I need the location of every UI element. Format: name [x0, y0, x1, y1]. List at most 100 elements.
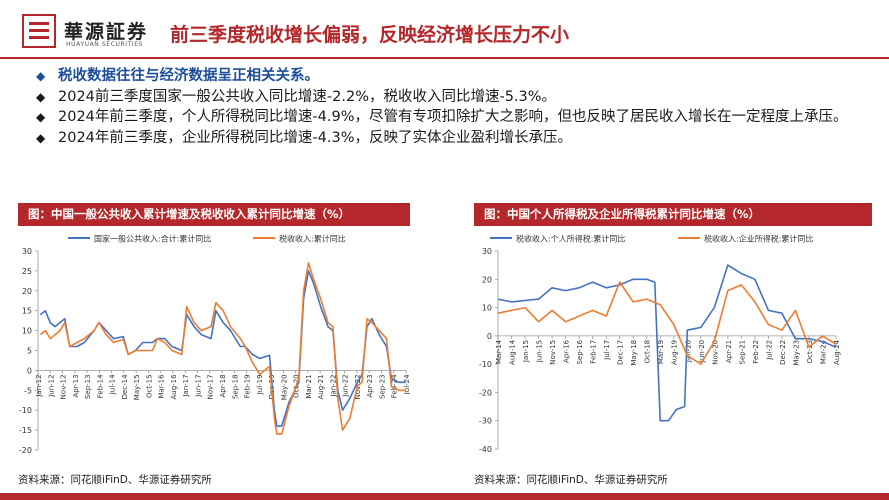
diamond-bullet-icon: ◆	[36, 130, 46, 145]
x-tick-label: Aug-16	[170, 374, 178, 400]
brand-name: 華源証券	[64, 21, 149, 43]
x-tick-label: Jul-24	[403, 374, 410, 395]
x-tick-label: Apr-21	[725, 340, 733, 363]
x-tick-label: Sep-18	[231, 374, 239, 399]
y-tick-label: 10	[482, 304, 492, 313]
x-tick-label: Jul-22	[765, 340, 773, 361]
x-tick-label: Oct-23	[806, 340, 814, 364]
y-tick-label: -10	[479, 360, 492, 369]
x-tick-label: Jan-20	[684, 340, 692, 363]
x-tick-label: Aug-19	[671, 340, 679, 365]
x-tick-label: Oct-15	[145, 374, 153, 398]
chart-title: 图：中国个人所得税及企业所得税累计同比增速（%）	[474, 203, 872, 226]
x-tick-label: Jan-22	[329, 374, 337, 397]
y-tick-label: 0	[487, 332, 492, 341]
y-tick-label: 30	[482, 247, 492, 256]
x-tick-label: Jun-20	[698, 340, 706, 363]
x-tick-label: Jan-15	[522, 340, 530, 363]
x-tick-label: Jun-22	[342, 374, 350, 397]
series-line	[497, 264, 837, 422]
legend-label: 税收收入:企业所得税:累计同比	[704, 234, 813, 244]
legend-label: 税收收入:个人所得税:累计同比	[516, 234, 625, 244]
x-tick-label: Mar-16	[158, 374, 166, 399]
chart-right: 税收收入:个人所得税:累计同比 税收收入:企业所得税:累计同比 -40 -30 -20 -…	[479, 234, 841, 455]
y-tick-label: 20	[22, 287, 32, 296]
y-tick-label: 20	[482, 275, 492, 284]
bullet-text: 税收数据往往与经济数据呈正相关关系。	[58, 68, 319, 84]
x-tick-label: Feb-17	[590, 340, 598, 364]
y-tick-label: -5	[24, 386, 32, 395]
x-tick-label: Sep-13	[84, 374, 92, 399]
footer-bar	[0, 493, 889, 500]
x-tick-label: May-18	[630, 340, 638, 366]
x-tick-label: Apr-13	[72, 374, 80, 397]
bullet-item: ◆ 2024年前三季度，企业所得税同比增速-4.3%，反映了实体企业盈利增长承压…	[34, 128, 854, 149]
bullet-item: ◆ 税收数据往往与经济数据呈正相关关系。	[34, 66, 854, 87]
series-line	[39, 270, 406, 427]
summary-bullets: ◆ 税收数据往往与经济数据呈正相关关系。 ◆ 2024前三季度国家一般公共收入同…	[34, 66, 854, 148]
x-tick-label: Aug-21	[317, 374, 325, 399]
x-tick-label: Mar-19	[657, 340, 665, 364]
x-tick-label: Oct-18	[644, 340, 652, 364]
diamond-bullet-icon: ◆	[36, 69, 46, 83]
legend-label: 税收收入:累计同比	[279, 234, 346, 244]
x-tick-label: Sep-16	[576, 339, 584, 364]
x-tick-label: Apr-18	[219, 374, 227, 397]
x-tick-label: Nov-12	[60, 374, 68, 399]
x-tick-label: Aug-14	[509, 339, 517, 365]
y-tick-label: -15	[19, 426, 32, 435]
x-tick-label: Sep-21	[738, 340, 746, 365]
x-tick-label: Jul-14	[109, 374, 117, 395]
x-tick-label: Nov-17	[207, 374, 215, 399]
x-tick-label: Jun-15	[536, 340, 544, 363]
series-line	[39, 262, 406, 435]
bullet-text: 2024年前三季度，企业所得税同比增速-4.3%，反映了实体企业盈利增长承压。	[58, 129, 572, 146]
bullet-text: 2024年前三季度，个人所得税同比增速-4.9%，尽管有专项扣除扩大之影响，但也…	[58, 109, 848, 125]
y-tick-label: 10	[22, 327, 32, 336]
x-tick-label: Sep-23	[378, 374, 386, 399]
x-tick-label: Mar-14	[495, 339, 503, 364]
series-line	[497, 281, 837, 365]
x-tick-label: Dec-22	[779, 340, 787, 365]
x-tick-label: Jul-17	[603, 340, 611, 361]
y-tick-label: -20	[479, 388, 492, 397]
header: 華源証券 HUAYUAN SECURITIES 前三季度税收增长偏弱，反映经济增…	[0, 0, 889, 60]
x-tick-label: Nov-15	[549, 340, 557, 365]
page-title: 前三季度税收增长偏弱，反映经济增长压力不小	[170, 24, 570, 46]
chart-panel-right: 图：中国个人所得税及企业所得税累计同比增速（%） 税收收入:个人所得税:累计同比…	[474, 203, 872, 472]
diamond-bullet-icon: ◆	[36, 89, 46, 104]
x-tick-label: Apr-23	[366, 374, 374, 397]
x-tick-label: Feb-22	[752, 340, 760, 364]
x-tick-label: Jan-12	[35, 374, 43, 397]
chart-panel-left: 图：中国一般公共收入累计增速及税收收入累计同比增速（%） 国家一般公共收入:合计…	[18, 203, 410, 472]
y-tick-label: -30	[479, 417, 492, 426]
y-tick-label: 30	[22, 247, 32, 256]
y-tick-label: 15	[22, 307, 32, 316]
x-tick-label: Dec-17	[617, 340, 625, 365]
brand-subtitle: HUAYUAN SECURITIES	[66, 41, 144, 48]
y-tick-label: 25	[22, 267, 32, 276]
diamond-bullet-icon: ◆	[36, 110, 46, 124]
x-tick-label: Apr-16	[563, 339, 571, 363]
y-tick-label: 5	[27, 347, 32, 356]
bullet-text: 2024前三季度国家一般公共收入同比增速-2.2%，税收收入同比增速-5.3%。	[58, 88, 557, 105]
x-tick-label: Nov-20	[711, 340, 719, 365]
x-tick-label: May-15	[133, 374, 141, 400]
y-tick-label: -40	[479, 445, 492, 454]
x-tick-label: Mar-21	[305, 374, 313, 398]
brand-logo-icon	[22, 14, 56, 48]
source-note-right: 资料来源：同花顺iFinD、华源证券研究所	[474, 474, 668, 486]
x-tick-label: Feb-14	[96, 374, 104, 398]
x-tick-label: Jan-17	[182, 374, 190, 397]
x-tick-label: Jun-12	[47, 374, 55, 397]
y-tick-label: -20	[19, 446, 32, 455]
x-tick-label: May-20	[280, 374, 288, 400]
x-tick-label: Feb-19	[244, 374, 252, 398]
y-tick-label: 0	[27, 366, 32, 375]
x-tick-label: Feb-24	[391, 374, 399, 398]
x-tick-label: Dec-14	[121, 374, 129, 400]
legend-label: 国家一般公共收入:合计:累计同比	[94, 234, 211, 244]
header-divider	[0, 57, 889, 59]
x-tick-label: Jun-17	[194, 374, 202, 397]
x-tick-label: Jul-19	[256, 374, 264, 395]
